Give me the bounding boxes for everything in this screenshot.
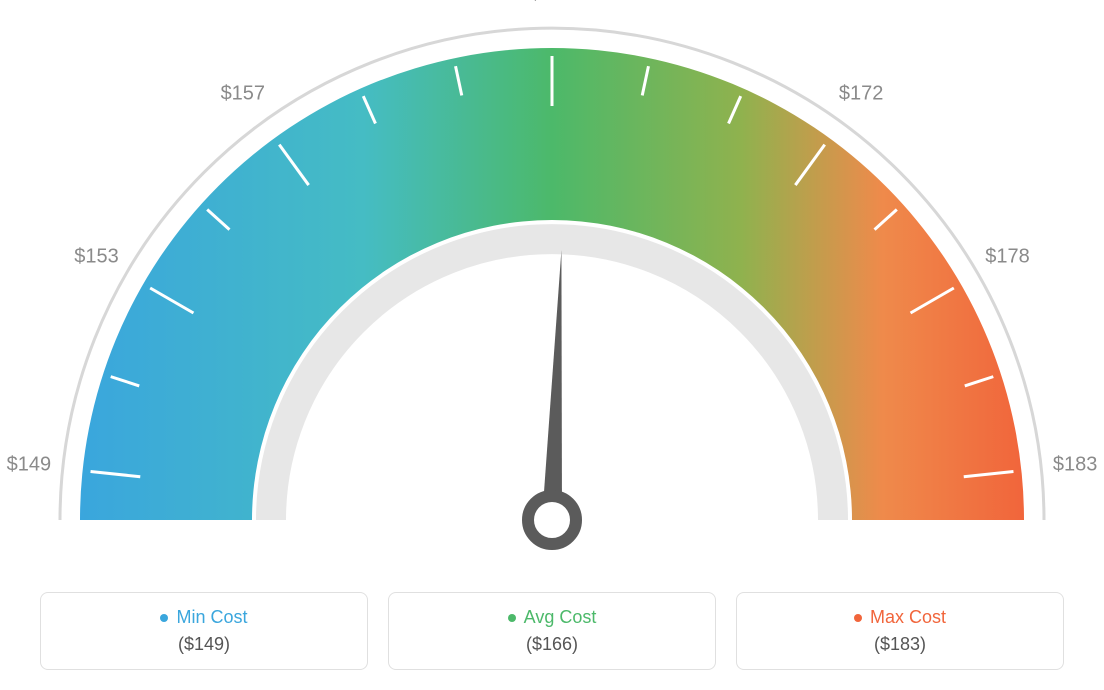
legend-card-min: Min Cost ($149)	[40, 592, 368, 670]
tick-label: $178	[985, 246, 1030, 269]
legend-value-min: ($149)	[51, 634, 357, 655]
legend-value-max: ($183)	[747, 634, 1053, 655]
legend-text-avg: Avg Cost	[524, 607, 597, 628]
legend-dot-max	[854, 614, 862, 622]
legend-value-avg: ($166)	[399, 634, 705, 655]
legend-card-avg: Avg Cost ($166)	[388, 592, 716, 670]
legend-text-min: Min Cost	[176, 607, 247, 628]
legend-dot-min	[160, 614, 168, 622]
legend-label-avg: Avg Cost	[508, 607, 597, 628]
tick-label: $149	[7, 454, 52, 477]
tick-label: $157	[221, 83, 266, 106]
gauge-svg	[0, 0, 1104, 580]
legend-dot-avg	[508, 614, 516, 622]
tick-label: $183	[1053, 454, 1098, 477]
legend-card-max: Max Cost ($183)	[736, 592, 1064, 670]
tick-label: $172	[839, 83, 884, 106]
tick-label: $166	[530, 0, 575, 6]
legend-label-min: Min Cost	[160, 607, 247, 628]
gauge-needle	[528, 250, 576, 544]
tick-label: $153	[74, 246, 119, 269]
legend-row: Min Cost ($149) Avg Cost ($166) Max Cost…	[40, 592, 1064, 670]
legend-text-max: Max Cost	[870, 607, 946, 628]
legend-label-max: Max Cost	[854, 607, 946, 628]
chart-container: $149 $153 $157 $166 $172 $178 $183 Min Cost ($…	[0, 0, 1104, 690]
